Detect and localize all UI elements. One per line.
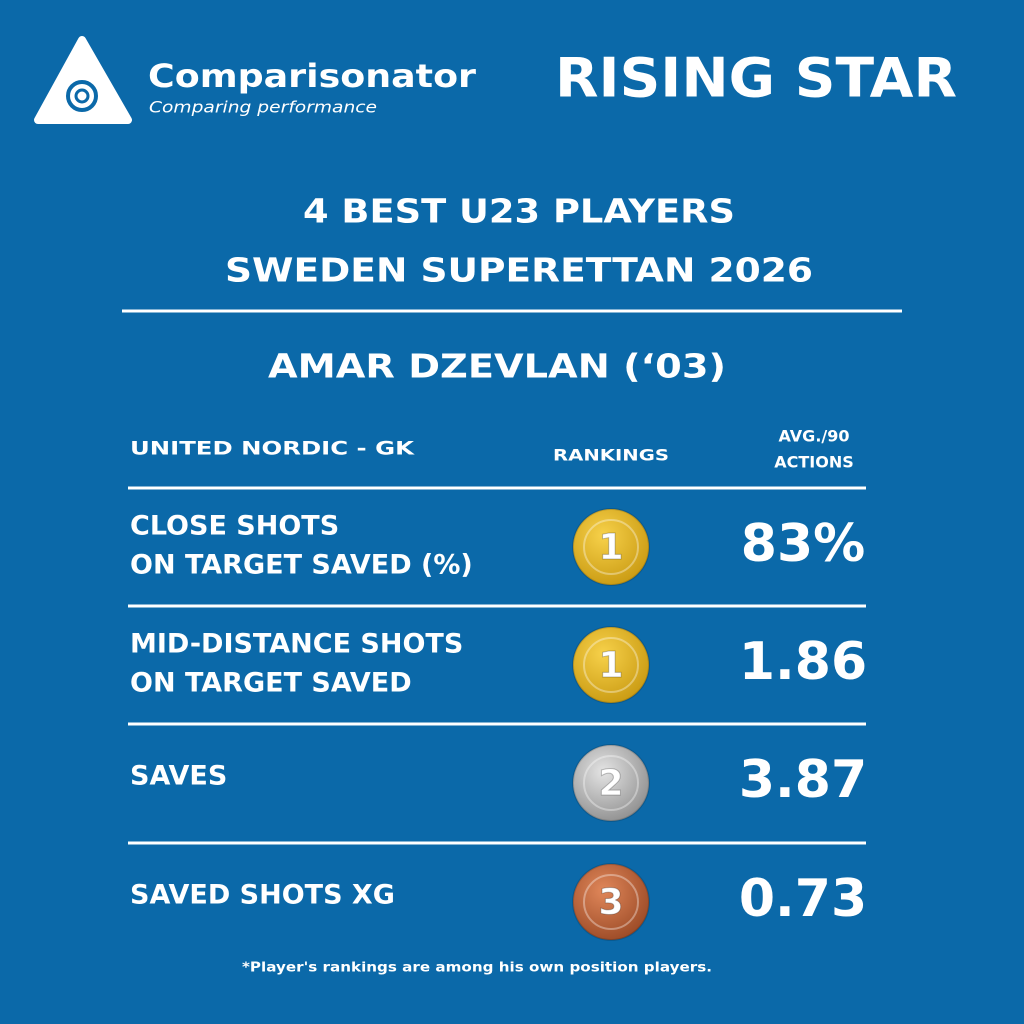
value: 3.87	[739, 750, 867, 810]
row-label: SAVES	[130, 761, 227, 792]
row-label: MID-DISTANCE SHOTS	[130, 629, 463, 660]
value: 83%	[741, 514, 865, 574]
row-label: ON TARGET SAVED (%)	[130, 550, 473, 581]
medal	[572, 744, 650, 822]
column-header: RANKINGS	[553, 446, 669, 465]
medal	[572, 863, 650, 941]
medal-inner	[583, 519, 639, 575]
brand: Comparisonator	[148, 57, 476, 95]
medal	[572, 508, 650, 586]
medal-inner	[583, 637, 639, 693]
column-header: AVG./90	[779, 427, 850, 446]
logo	[34, 36, 132, 124]
title-line: SWEDEN SUPERETTAN 2026	[225, 251, 813, 290]
footnote: *Player's rankings are among his own pos…	[242, 961, 712, 976]
medal	[572, 626, 650, 704]
row-label: CLOSE SHOTS	[130, 511, 339, 542]
medal-inner	[583, 874, 639, 930]
rank: 3	[598, 882, 623, 923]
team-position: UNITED NORDIC - GK	[130, 438, 416, 460]
badge: RISING STAR	[555, 47, 957, 110]
rank: 2	[598, 763, 623, 804]
rank: 1	[598, 527, 623, 568]
column-header: ACTIONS	[774, 453, 854, 472]
row-label: SAVED SHOTS XG	[130, 880, 395, 911]
medal-inner	[583, 755, 639, 811]
value: 1.86	[739, 632, 867, 692]
tagline: Comparing performance	[149, 98, 377, 117]
row-label: ON TARGET SAVED	[130, 668, 412, 699]
value: 0.73	[739, 869, 867, 929]
player-name: AMAR DZEVLAN (‘03)	[268, 347, 726, 386]
title-line: 4 BEST U23 PLAYERS	[303, 192, 735, 231]
rank: 1	[598, 645, 623, 686]
